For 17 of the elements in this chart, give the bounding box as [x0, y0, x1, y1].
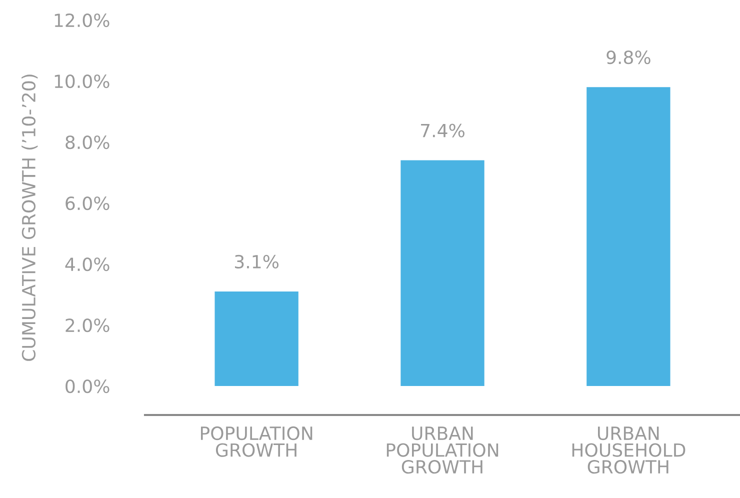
- x-tick-label: URBAN POPULATION GROWTH: [386, 426, 498, 474]
- bar: [214, 291, 298, 386]
- y-tick-label: 2.0%: [66, 318, 110, 332]
- data-label: 7.4%: [421, 124, 464, 138]
- data-label: 9.8%: [606, 50, 650, 64]
- y-tick-label: 8.0%: [66, 135, 110, 150]
- bar: [400, 160, 484, 386]
- x-tick-label: URBAN HOUSEHOLD GROWTH: [572, 426, 686, 474]
- bar: [586, 87, 670, 386]
- y-tick-label: 10.0%: [54, 74, 110, 88]
- y-tick-label: 6.0%: [66, 196, 110, 210]
- x-tick-label: POPULATION GROWTH: [200, 426, 312, 457]
- y-tick-label: 0.0%: [66, 379, 110, 394]
- y-axis-title: CUMULATIVE GROWTH (’10-’20): [22, 74, 38, 361]
- y-tick-label: 12.0%: [54, 13, 110, 28]
- y-tick-label: 4.0%: [65, 257, 110, 272]
- data-label: 3.1%: [235, 254, 278, 269]
